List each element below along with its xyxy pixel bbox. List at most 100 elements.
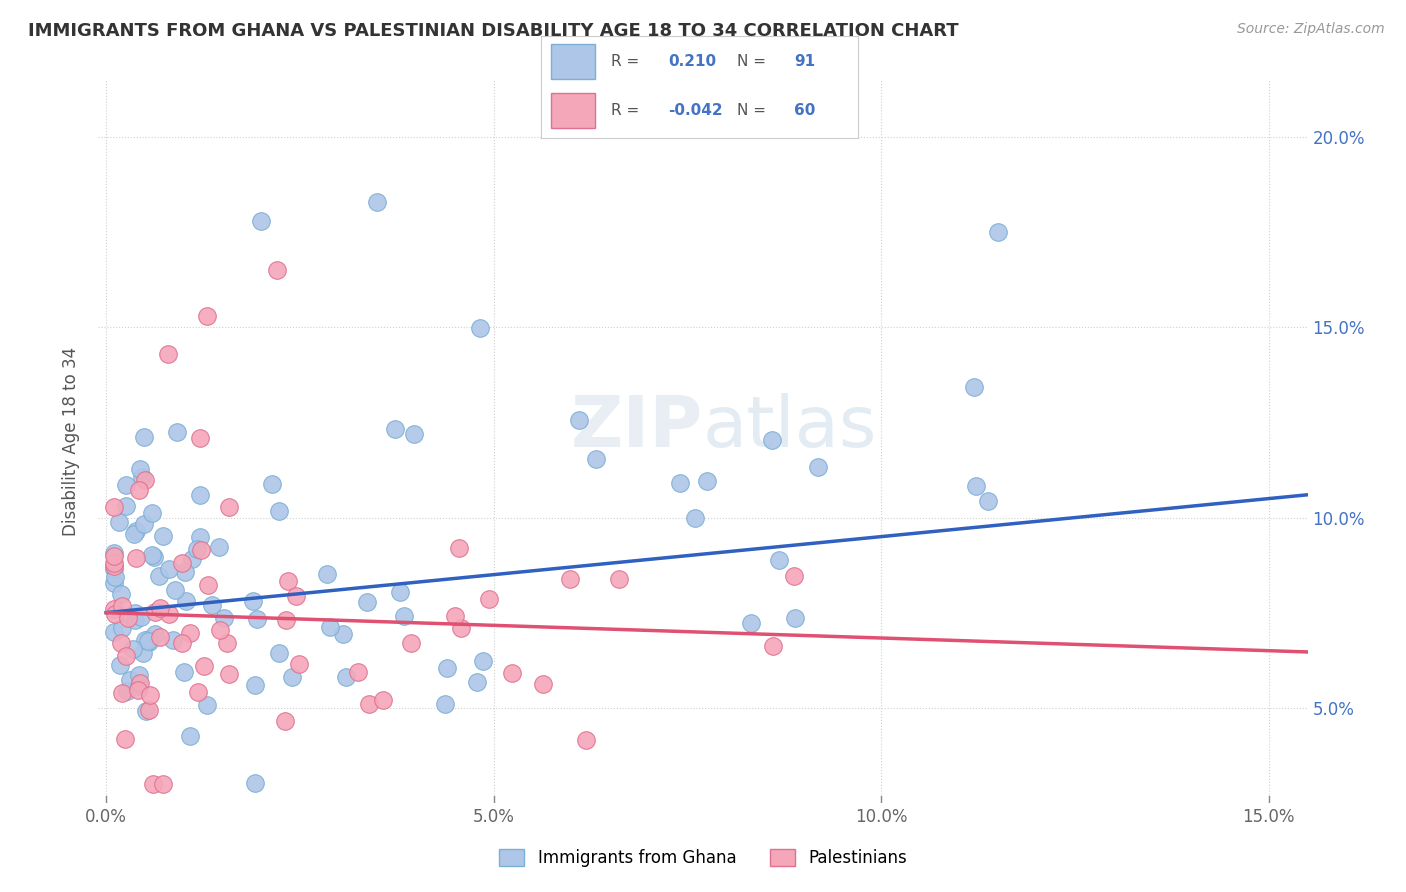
Point (134, 632, 156, 647)
FancyBboxPatch shape (551, 44, 595, 78)
Point (188, 488, 211, 502)
Point (124, 606, 146, 620)
Point (347, 665, 370, 680)
Point (269, 646, 291, 660)
Point (609, 572, 631, 586)
Point (111, 599, 134, 614)
Text: N =: N = (738, 103, 766, 118)
Point (166, 425, 188, 440)
Point (172, 636, 194, 650)
Point (399, 636, 422, 650)
Point (152, 777, 174, 791)
Point (201, 598, 224, 612)
Point (243, 678, 266, 692)
Point (669, 475, 692, 490)
Point (356, 595, 378, 609)
Point (450, 621, 472, 635)
Text: ZIP: ZIP (571, 392, 703, 461)
Point (335, 670, 357, 684)
Point (217, 636, 239, 650)
Point (359, 698, 381, 712)
Point (110, 686, 132, 700)
Point (245, 776, 267, 790)
Point (281, 670, 304, 684)
Point (138, 635, 160, 649)
Point (138, 632, 160, 646)
Point (683, 511, 706, 525)
Point (134, 430, 156, 444)
Point (384, 422, 406, 436)
Text: N =: N = (738, 54, 766, 69)
Point (132, 517, 155, 532)
Point (103, 576, 125, 591)
Point (218, 500, 240, 515)
Text: R =: R = (612, 103, 640, 118)
Point (287, 657, 309, 671)
Point (125, 551, 148, 566)
Point (174, 565, 197, 579)
Point (976, 494, 998, 508)
Point (110, 587, 132, 601)
Text: 91: 91 (794, 54, 815, 69)
Point (104, 570, 127, 584)
Point (128, 679, 150, 693)
Point (132, 646, 155, 660)
Point (531, 677, 554, 691)
Point (195, 309, 218, 323)
Point (986, 226, 1008, 240)
Point (274, 714, 297, 729)
Point (277, 574, 299, 588)
Point (190, 543, 212, 558)
Point (104, 607, 127, 621)
Point (188, 530, 211, 544)
Point (136, 633, 159, 648)
Point (195, 698, 218, 712)
Point (124, 527, 146, 541)
Point (129, 609, 152, 624)
Point (142, 777, 165, 791)
Point (266, 263, 288, 277)
Point (174, 594, 197, 608)
Point (110, 636, 132, 650)
Point (471, 654, 494, 668)
Point (117, 611, 139, 625)
Point (558, 572, 581, 586)
Point (149, 631, 172, 645)
Point (103, 561, 125, 575)
Point (172, 556, 194, 570)
Point (284, 589, 307, 603)
Point (143, 605, 166, 619)
Point (468, 321, 491, 335)
Text: R =: R = (612, 54, 640, 69)
Point (444, 609, 467, 624)
Point (103, 559, 125, 574)
Point (103, 549, 125, 563)
Point (128, 483, 150, 497)
Text: -0.042: -0.042 (668, 103, 723, 118)
Point (129, 462, 152, 476)
Point (250, 214, 273, 228)
Point (366, 194, 388, 209)
Point (148, 569, 170, 583)
Point (163, 582, 186, 597)
Point (188, 431, 211, 445)
Point (157, 347, 180, 361)
Point (128, 675, 150, 690)
Point (245, 612, 267, 626)
Point (242, 594, 264, 608)
Point (157, 562, 180, 576)
Point (114, 731, 136, 746)
Point (319, 620, 342, 634)
Point (103, 546, 125, 560)
Point (134, 473, 156, 487)
Point (208, 623, 231, 637)
Point (392, 609, 415, 624)
Point (122, 642, 145, 657)
Point (103, 601, 125, 615)
Point (193, 659, 215, 673)
Legend: Immigrants from Ghana, Palestinians: Immigrants from Ghana, Palestinians (492, 842, 914, 874)
Point (197, 578, 219, 592)
Point (103, 500, 125, 515)
Point (157, 607, 180, 622)
Point (402, 427, 425, 442)
